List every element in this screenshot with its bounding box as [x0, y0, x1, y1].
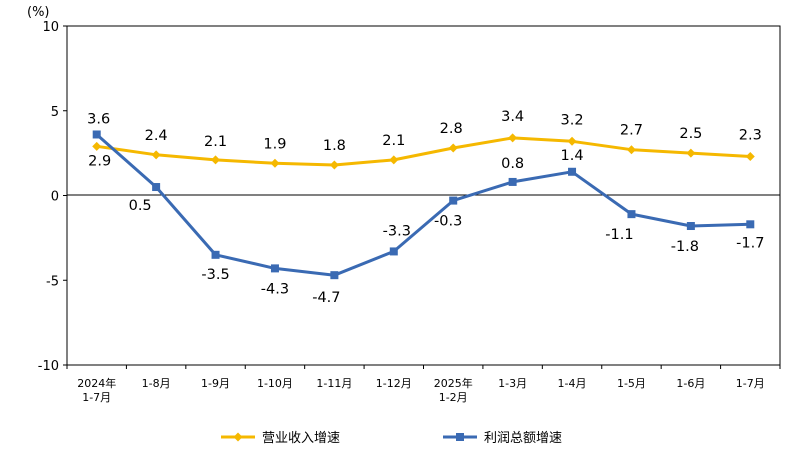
data-point-marker: [745, 152, 755, 162]
series-revenue-growth: [92, 133, 755, 170]
data-label: 2.1: [382, 133, 405, 149]
y-tick-label: 5: [51, 105, 59, 120]
x-tick-label: 1-7月: [82, 391, 111, 404]
data-point-marker: [686, 148, 696, 158]
y-tick-label: 0: [51, 190, 59, 205]
x-tick-label: 1-10月: [257, 377, 293, 390]
data-point-marker: [746, 220, 755, 229]
data-point-marker: [329, 160, 339, 170]
data-point-marker: [270, 264, 279, 273]
data-point-marker: [389, 247, 398, 256]
data-label: -4.3: [261, 281, 289, 297]
legend-marker: [456, 433, 464, 441]
data-label: -3.5: [201, 267, 229, 283]
series-layer: [92, 130, 755, 280]
data-label: 3.6: [87, 111, 110, 127]
legend-label: 利润总额增速: [484, 431, 562, 446]
data-point-marker: [152, 183, 161, 192]
data-label: 0.8: [501, 156, 524, 172]
data-point-marker: [686, 222, 695, 231]
data-point-marker: [92, 141, 102, 151]
x-tick-label: 1-3月: [498, 377, 527, 390]
data-point-marker: [508, 133, 518, 143]
data-point-marker: [211, 250, 220, 259]
y-tick-label: -10: [38, 359, 59, 374]
x-tick-label: 1-4月: [558, 377, 587, 390]
data-label: 2.8: [440, 121, 463, 137]
data-label: -0.3: [434, 214, 462, 230]
x-tick-label: 1-9月: [201, 377, 230, 390]
data-label: 1.8: [323, 138, 346, 154]
y-axis-ticks: 10 5 0 -5 -10: [38, 20, 67, 374]
series-line: [95, 133, 751, 277]
y-tick-label: -5: [46, 274, 59, 289]
data-point-marker: [627, 210, 636, 219]
data-point-marker: [568, 167, 577, 176]
data-point-marker: [389, 155, 399, 165]
data-label: 2.7: [620, 123, 643, 139]
y-axis-unit: (%): [27, 5, 50, 20]
data-label: -1.8: [671, 239, 699, 255]
data-label: 2.1: [204, 134, 227, 150]
data-label: 2.9: [88, 153, 111, 169]
data-label: -1.1: [605, 227, 633, 243]
x-tick-label: 1-12月: [376, 377, 412, 390]
legend-label: 营业收入增速: [262, 431, 340, 446]
data-label: -4.7: [312, 290, 340, 306]
legend: 营业收入增速 利润总额增速: [221, 431, 562, 446]
data-label: 3.2: [561, 112, 584, 128]
data-label: 0.5: [129, 198, 152, 214]
legend-marker: [233, 432, 243, 442]
series-profit-growth: [92, 130, 755, 280]
data-label: -3.3: [383, 223, 411, 239]
x-tick-label: 2024年: [77, 376, 116, 390]
data-point-marker: [449, 196, 458, 205]
data-label: 2.5: [679, 126, 702, 142]
data-point-marker: [567, 136, 577, 146]
x-tick-label: 1-7月: [736, 377, 765, 390]
data-label: 2.3: [739, 128, 762, 144]
legend-item: 营业收入增速: [221, 431, 340, 446]
y-tick-label: 10: [42, 20, 59, 35]
x-tick-label: 1-6月: [676, 377, 705, 390]
data-point-marker: [626, 145, 636, 155]
data-point-marker: [92, 130, 101, 139]
data-point-marker: [330, 271, 339, 280]
data-point-marker: [211, 155, 221, 165]
data-point-marker: [270, 158, 280, 168]
data-label: 1.9: [263, 136, 286, 152]
data-label: -1.7: [736, 235, 764, 251]
data-label-layer: 2.9 2.4 2.1 1.9 1.8 2.1 2.8 3.4 3.2 2.7 2.5 2.3 3.6 0…: [87, 109, 764, 306]
x-tick-label: 1-8月: [142, 377, 171, 390]
data-point-marker: [508, 177, 517, 186]
legend-item: 利润总额增速: [443, 431, 562, 446]
data-point-marker: [151, 150, 161, 160]
data-point-marker: [448, 143, 458, 153]
x-tick-label: 1-11月: [316, 377, 352, 390]
series-line: [96, 136, 751, 167]
x-tick-label: 1-2月: [439, 391, 468, 404]
data-label: 1.4: [561, 148, 584, 164]
data-label: 3.4: [501, 109, 524, 125]
x-tick-label: 1-5月: [617, 377, 646, 390]
x-tick-label: 2025年: [434, 376, 473, 390]
data-label: 2.4: [145, 128, 168, 144]
